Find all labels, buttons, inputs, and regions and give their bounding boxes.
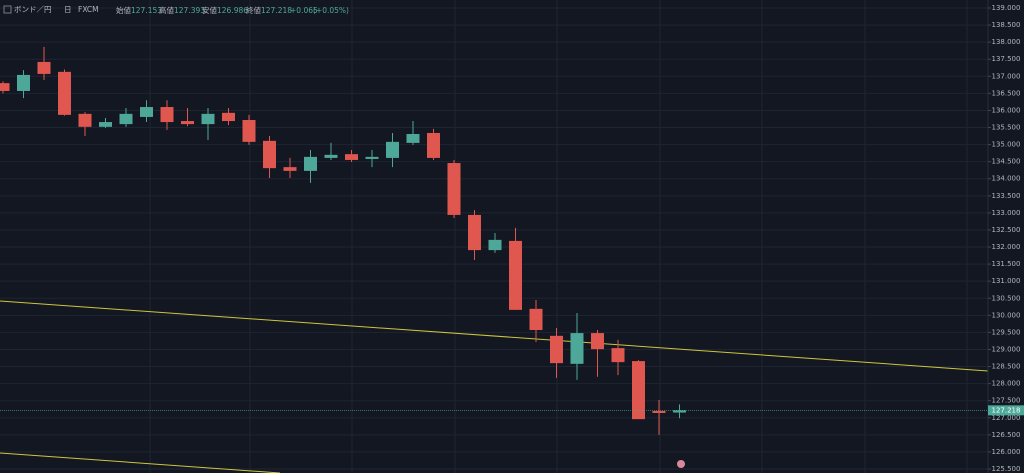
symbol[interactable]: ボンド／円 — [14, 5, 52, 14]
candle-body — [263, 140, 276, 169]
y-tick-label: 138.500 — [992, 21, 1021, 29]
candle-body — [529, 308, 543, 331]
y-tick-label: 128.000 — [992, 380, 1021, 388]
price-tag — [988, 405, 1024, 416]
candle-body — [406, 134, 420, 143]
y-tick-label: 132.000 — [992, 243, 1021, 251]
event-icon[interactable] — [677, 460, 685, 468]
open-label: 始値 — [116, 5, 131, 15]
candle-body — [427, 132, 440, 158]
candle-body — [488, 239, 502, 251]
candle-body — [78, 113, 92, 127]
menu-icon[interactable] — [3, 5, 12, 14]
candle-body — [591, 333, 604, 350]
y-tick-label: 134.000 — [992, 175, 1021, 183]
change: +0.065 — [290, 6, 318, 15]
y-tick-label: 138.000 — [992, 38, 1021, 46]
low-label: 安値 — [202, 5, 217, 15]
candles — [0, 46, 988, 435]
candle-body — [283, 167, 297, 171]
candle-body — [222, 112, 235, 122]
y-tick-label: 129.000 — [992, 345, 1021, 353]
candle-body — [632, 361, 645, 420]
candle-body — [140, 107, 153, 117]
y-tick-label: 130.000 — [992, 311, 1021, 319]
close-label: 終値 — [246, 5, 261, 15]
candle-body — [58, 71, 71, 115]
trend-line — [0, 300, 989, 372]
y-tick-label: 126.000 — [992, 448, 1021, 456]
candle-body — [509, 240, 522, 310]
candle-body — [447, 163, 461, 215]
candle-body — [570, 333, 584, 364]
y-tick-label: 133.500 — [992, 192, 1021, 200]
y-tick-label: 137.000 — [992, 72, 1021, 80]
candle-body — [550, 335, 563, 364]
grid-layer — [0, 7, 988, 470]
change-percent: (+0.05%) — [313, 6, 349, 15]
candle-body — [99, 122, 112, 127]
candle-body — [17, 74, 30, 91]
high-label: 高値 — [159, 5, 174, 15]
y-tick-label: 133.000 — [992, 209, 1021, 217]
candle-body — [468, 214, 481, 251]
y-tick-label: 134.500 — [992, 158, 1021, 166]
vertical-grid — [149, 0, 968, 473]
y-tick-label: 135.500 — [992, 124, 1021, 132]
candle-body — [324, 154, 338, 158]
source[interactable]: FXCM — [78, 5, 99, 14]
y-tick-label: 132.500 — [992, 226, 1021, 234]
interval[interactable]: 日 — [64, 5, 72, 14]
low-value: 126.986 — [217, 6, 248, 15]
y-tick-label: 127.500 — [992, 397, 1021, 405]
candle-body — [201, 113, 215, 125]
candle-body — [365, 156, 379, 159]
y-tick-label: 136.000 — [992, 106, 1021, 114]
candle-body — [652, 410, 666, 413]
y-tick-label: 135.000 — [992, 141, 1021, 149]
y-tick-label: 126.500 — [992, 431, 1021, 439]
candle-body — [611, 348, 625, 363]
y-tick-label: 136.500 — [992, 89, 1021, 97]
y-tick-label: 128.500 — [992, 363, 1021, 371]
high-value: 127.393 — [174, 6, 205, 15]
header: ボンド／円 日 FXCM 始値 127.153 高値 127.393 安値 12… — [3, 5, 349, 15]
close-value: 127.218 — [261, 6, 292, 15]
candle-body — [160, 107, 174, 123]
y-tick-label: 129.500 — [992, 328, 1021, 336]
y-tick-label: 130.500 — [992, 294, 1021, 302]
y-tick-label: 139.000 — [992, 4, 1021, 12]
candle-body — [37, 61, 51, 74]
candle-body — [119, 113, 133, 125]
candle-body — [673, 410, 686, 413]
y-tick-label: 137.500 — [992, 55, 1021, 63]
candle-body — [181, 121, 194, 125]
trend-line — [0, 452, 281, 473]
y-tick-label: 131.000 — [992, 277, 1021, 285]
open-value: 127.153 — [131, 6, 162, 15]
y-axis: 125.500 126.000 126.500 127.000 127.500 128.0… — [988, 4, 1024, 473]
candle-body — [386, 141, 399, 158]
candle-body — [304, 156, 317, 171]
price-label: 127.218 — [992, 406, 1021, 414]
y-tick-label: 125.500 — [992, 465, 1021, 473]
y-tick-label: 127.000 — [992, 414, 1021, 422]
candle-body — [0, 83, 10, 91]
candle-body — [242, 120, 256, 142]
y-tick-label: 131.500 — [992, 260, 1021, 268]
candle-body — [345, 154, 358, 160]
